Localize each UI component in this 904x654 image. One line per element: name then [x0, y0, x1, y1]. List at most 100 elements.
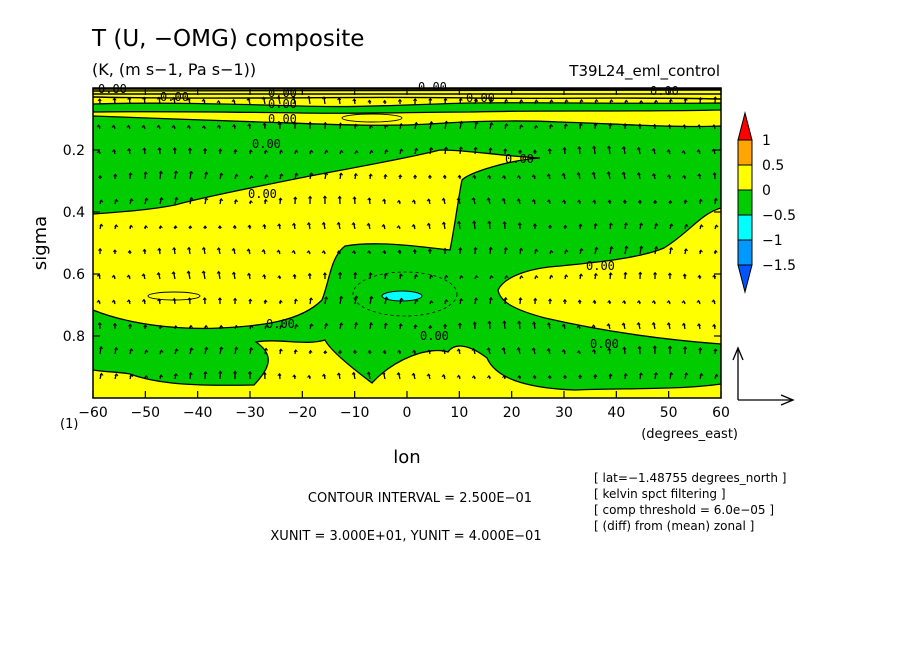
- wind-arrow: [549, 249, 554, 255]
- wind-arrow: [697, 124, 702, 130]
- wind-arrow: [712, 172, 717, 180]
- wind-arrow: [591, 171, 596, 180]
- wind-arrow: [624, 245, 629, 255]
- wind-arrow: [216, 124, 221, 130]
- colorbar: 1 0.5 0 −0.5 −1 −1.5: [737, 111, 796, 294]
- wind-arrow: [158, 225, 163, 230]
- wind-arrow: [218, 370, 223, 380]
- wind-arrow: [653, 199, 658, 205]
- wind-arrow: [158, 170, 163, 180]
- wind-arrow: [531, 174, 536, 180]
- wind-arrow: [426, 222, 431, 230]
- wind-arrow: [486, 374, 491, 380]
- wind-arrow: [471, 347, 476, 355]
- wind-arrow: [666, 149, 671, 155]
- wind-arrow: [309, 149, 314, 155]
- x-tick-label: 10: [450, 405, 468, 421]
- wind-arrow: [562, 298, 567, 305]
- wind-arrow: [624, 222, 629, 230]
- x-tick-label: −60: [78, 405, 108, 421]
- wind-arrow: [159, 197, 164, 205]
- wind-arrow: [472, 321, 477, 330]
- wind-arrow: [489, 121, 494, 130]
- wind-arrow: [486, 347, 491, 355]
- wind-arrow: [713, 96, 718, 105]
- info-line: [ comp threshold = 6.0e−05 ]: [594, 503, 774, 517]
- wind-arrow: [531, 198, 536, 205]
- wind-arrow: [204, 171, 209, 180]
- wind-arrow: [561, 348, 566, 355]
- wind-arrow: [713, 197, 718, 205]
- wind-arrow: [546, 347, 551, 355]
- wind-arrow: [174, 348, 179, 355]
- wind-arrow: [396, 199, 401, 205]
- wind-arrow: [129, 373, 134, 380]
- wind-arrow: [459, 275, 464, 280]
- contour-label: 0.00: [268, 86, 297, 100]
- wind-arrow: [186, 246, 191, 255]
- wind-arrow: [143, 171, 148, 180]
- wind-arrow: [114, 373, 119, 380]
- wind-arrow: [712, 323, 717, 330]
- wind-arrow: [234, 173, 239, 180]
- wind-arrow: [426, 198, 431, 205]
- wind-arrow: [592, 299, 597, 305]
- wind-arrow: [652, 123, 657, 130]
- wind-arrow: [96, 124, 101, 130]
- wind-arrow: [713, 348, 718, 355]
- wind-arrow: [263, 198, 268, 205]
- wind-arrow: [609, 99, 614, 105]
- wind-arrow: [682, 124, 687, 130]
- wind-arrow: [638, 372, 643, 380]
- x-tick-label: 60: [712, 405, 730, 421]
- wind-arrow: [441, 348, 446, 355]
- wind-arrow: [712, 274, 717, 280]
- wind-arrow: [278, 348, 283, 355]
- x-tick-label: 30: [555, 405, 573, 421]
- wind-arrow: [233, 148, 238, 155]
- wind-arrow: [336, 221, 341, 230]
- wind-arrow: [532, 223, 537, 230]
- wind-arrow: [246, 248, 251, 255]
- wind-arrow: [534, 275, 539, 280]
- wind-arrow: [234, 324, 239, 330]
- contour-label: 0.00: [268, 97, 297, 111]
- wind-arrow: [547, 374, 552, 380]
- dashed-contour: [352, 271, 458, 317]
- contour-label: 0.00: [586, 259, 615, 273]
- wind-arrow: [144, 197, 149, 205]
- x-axis-units: (degrees_east): [641, 427, 738, 442]
- wind-arrow: [621, 322, 626, 330]
- wind-arrow: [501, 347, 506, 355]
- wind-arrow: [263, 299, 268, 305]
- wind-arrow: [98, 247, 103, 255]
- wind-arrow: [622, 199, 627, 205]
- wind-arrow: [607, 299, 612, 305]
- wind-arrow: [99, 199, 104, 205]
- wind-arrow: [293, 298, 298, 305]
- colorbar-swatch-cyan: [737, 214, 753, 241]
- wind-arrow: [306, 222, 311, 230]
- wind-arrow: [292, 374, 297, 380]
- wind-arrow: [114, 346, 119, 355]
- wind-arrow: [187, 147, 192, 155]
- wind-arrow: [594, 246, 599, 255]
- wind-arrow: [458, 247, 463, 255]
- wind-arrow: [428, 324, 433, 330]
- wind-arrow: [113, 173, 118, 180]
- wind-arrow: [517, 222, 522, 230]
- wind-arrow: [414, 298, 419, 305]
- wind-arrow: [639, 245, 644, 255]
- wind-arrow: [396, 371, 401, 380]
- wind-arrow: [337, 195, 342, 205]
- wind-arrow: [399, 148, 404, 155]
- wind-arrow: [126, 124, 131, 130]
- wind-arrow: [294, 323, 299, 330]
- wind-arrow: [276, 249, 281, 255]
- x-tick-label: −50: [131, 405, 161, 421]
- wind-arrow: [262, 122, 267, 130]
- wind-arrow: [608, 122, 613, 130]
- wind-arrow: [351, 250, 356, 255]
- wind-arrow: [456, 197, 461, 205]
- wind-arrow: [456, 220, 461, 230]
